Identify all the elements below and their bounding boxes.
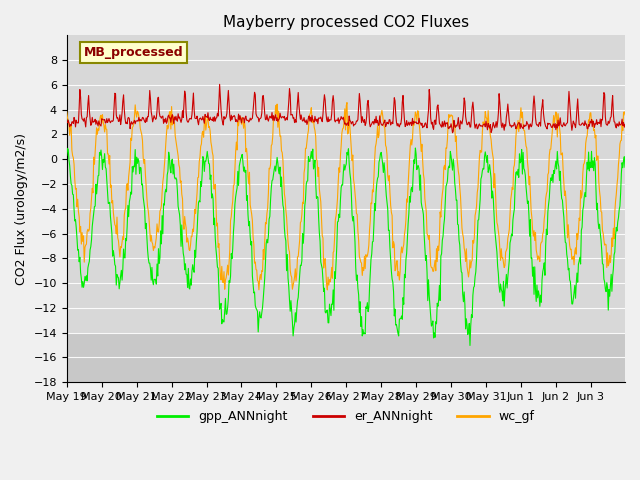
Bar — [67, 333, 625, 382]
Title: Mayberry processed CO2 Fluxes: Mayberry processed CO2 Fluxes — [223, 15, 469, 30]
Y-axis label: CO2 Flux (urology/m2/s): CO2 Flux (urology/m2/s) — [15, 133, 28, 285]
Legend: gpp_ANNnight, er_ANNnight, wc_gf: gpp_ANNnight, er_ANNnight, wc_gf — [152, 405, 540, 428]
Text: MB_processed: MB_processed — [84, 46, 183, 59]
